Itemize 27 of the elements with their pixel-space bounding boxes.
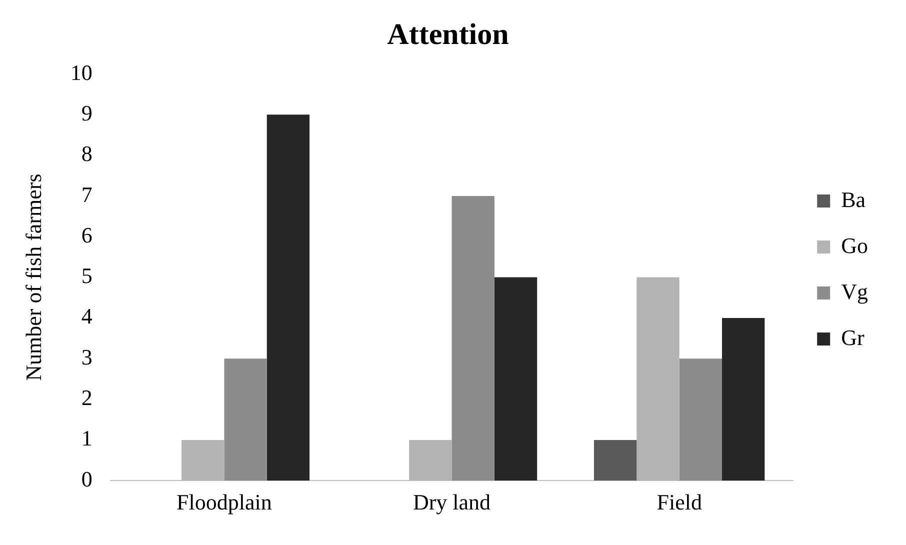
bar bbox=[266, 114, 310, 481]
x-tick-label: Field bbox=[656, 490, 702, 515]
y-tick-label: 6 bbox=[81, 222, 92, 248]
y-tick-label: 8 bbox=[81, 141, 92, 166]
chart-title: Attention bbox=[387, 18, 510, 51]
legend-label: Go bbox=[841, 232, 868, 258]
y-tick-label: 2 bbox=[81, 385, 92, 410]
y-axis-title: Number of fish farmers bbox=[20, 174, 46, 381]
y-tick-label: 9 bbox=[81, 100, 92, 126]
y-tick-label: 0 bbox=[81, 466, 92, 492]
x-tick-label: Dry land bbox=[412, 490, 491, 515]
legend-label: Vg bbox=[841, 278, 868, 304]
legend-label: Ba bbox=[841, 186, 866, 212]
y-tick-label: 5 bbox=[81, 263, 92, 288]
bar bbox=[494, 277, 538, 481]
legend-label: Gr bbox=[841, 324, 865, 350]
y-tick-label: 7 bbox=[81, 182, 92, 207]
bar bbox=[679, 358, 722, 481]
x-tick-label: Floodplain bbox=[176, 490, 272, 515]
bar bbox=[224, 358, 267, 481]
y-tick-label: 3 bbox=[81, 344, 92, 370]
bar bbox=[452, 196, 494, 481]
y-tick-label: 1 bbox=[81, 426, 92, 451]
y-tick-label: 4 bbox=[81, 304, 92, 329]
bar bbox=[594, 440, 637, 481]
bar bbox=[722, 318, 765, 481]
y-tick-label: 10 bbox=[70, 60, 92, 85]
